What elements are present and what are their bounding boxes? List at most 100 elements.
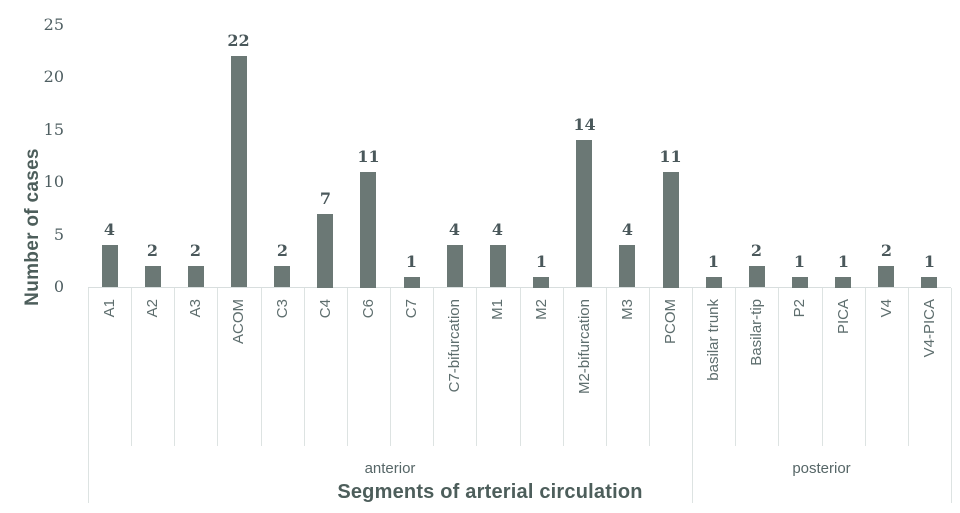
- group-separator: [951, 446, 952, 503]
- bar-value-label: 1: [535, 252, 548, 271]
- group-label-anterior: anterior: [364, 460, 416, 477]
- bar-value-label: 1: [837, 252, 850, 271]
- category-label: ACOM: [217, 287, 260, 446]
- category-label-text: V4-PICA: [921, 299, 938, 358]
- category-label-text: M1: [489, 299, 506, 320]
- bar: [231, 56, 247, 287]
- category-separator: [649, 288, 650, 446]
- category-separator: [778, 288, 779, 446]
- bar-value-label: 2: [276, 241, 289, 260]
- bar-value-label: 14: [573, 115, 596, 134]
- category-separator: [88, 288, 89, 446]
- category-label-text: C6: [360, 299, 377, 319]
- category-separator: [735, 288, 736, 446]
- category-separator: [217, 288, 218, 446]
- bar-value-label: 2: [189, 241, 202, 260]
- bar: [490, 245, 506, 287]
- category-separator: [261, 288, 262, 446]
- bar: [706, 277, 722, 288]
- bar: [102, 245, 118, 287]
- category-label-text: ACOM: [230, 299, 247, 344]
- category-separator: [908, 288, 909, 446]
- category-label-text: C7-bifurcation: [446, 299, 463, 393]
- category-label: C7-bifurcation: [433, 287, 476, 446]
- bar: [663, 172, 679, 288]
- category-label-text: V4: [878, 299, 895, 318]
- category-separator: [433, 288, 434, 446]
- category-label: V4-PICA: [908, 287, 951, 446]
- category-label-text: C7: [403, 299, 420, 319]
- bar: [576, 140, 592, 287]
- x-axis-title: Segments of arterial circulation: [337, 481, 643, 503]
- y-tick-label: 5: [53, 224, 64, 244]
- bar: [533, 277, 549, 288]
- bar: [792, 277, 808, 288]
- bar: [317, 214, 333, 288]
- bar-value-label: 2: [750, 241, 763, 260]
- category-label: C4: [304, 287, 347, 446]
- bar: [360, 172, 376, 288]
- category-separator: [692, 288, 693, 446]
- category-label-text: C4: [317, 299, 334, 319]
- category-separator: [304, 288, 305, 446]
- category-separator: [347, 288, 348, 446]
- bar: [447, 245, 463, 287]
- category-label: A1: [88, 287, 131, 446]
- bar-value-label: 1: [923, 252, 936, 271]
- bar: [188, 266, 204, 287]
- category-separator: [606, 288, 607, 446]
- bar-value-label: 11: [357, 147, 380, 166]
- category-separator: [563, 288, 564, 446]
- category-separator: [951, 288, 952, 446]
- category-label: basilar trunk: [692, 287, 735, 446]
- category-label-text: A3: [187, 299, 204, 318]
- category-label-text: A2: [144, 299, 161, 318]
- category-label: A3: [174, 287, 217, 446]
- group-separator: [88, 446, 89, 503]
- category-label-text: C3: [274, 299, 291, 319]
- bar: [145, 266, 161, 287]
- bar: [749, 266, 765, 287]
- y-tick-label: 25: [43, 14, 64, 34]
- bar-value-label: 22: [227, 31, 250, 50]
- category-separator: [174, 288, 175, 446]
- bar: [835, 277, 851, 288]
- category-separator: [390, 288, 391, 446]
- bar-value-label: 1: [405, 252, 418, 271]
- category-separator: [131, 288, 132, 446]
- bar-value-label: 4: [621, 220, 634, 239]
- group-label-posterior: posterior: [792, 460, 851, 477]
- category-label: C7: [390, 287, 433, 446]
- category-label-text: Basilar-tip: [748, 299, 765, 366]
- category-label: M1: [476, 287, 519, 446]
- bar-value-label: 2: [146, 241, 159, 260]
- bar-value-label: 1: [707, 252, 720, 271]
- category-separator: [476, 288, 477, 446]
- category-label-text: M2-bifurcation: [576, 299, 593, 395]
- category-separator: [520, 288, 521, 446]
- bar: [619, 245, 635, 287]
- bar-value-label: 11: [659, 147, 682, 166]
- category-label: PICA: [822, 287, 865, 446]
- category-label-text: PICA: [835, 299, 852, 335]
- bar-value-label: 2: [880, 241, 893, 260]
- category-label: V4: [865, 287, 908, 446]
- y-tick-label: 20: [43, 67, 64, 86]
- category-label-text: P2: [791, 299, 808, 318]
- bar-value-label: 1: [793, 252, 806, 271]
- category-label: P2: [778, 287, 821, 446]
- category-label: PCOM: [649, 287, 692, 446]
- y-tick-label: 15: [43, 119, 64, 139]
- bar: [274, 266, 290, 287]
- category-label: C6: [347, 287, 390, 446]
- y-tick-label: 10: [43, 172, 64, 191]
- category-label-text: M2: [533, 299, 550, 320]
- category-label: Basilar-tip: [735, 287, 778, 446]
- group-separator: [692, 446, 693, 503]
- bar: [404, 277, 420, 288]
- bar: [921, 277, 937, 288]
- category-label-text: M3: [619, 299, 636, 320]
- bar-value-label: 7: [319, 189, 332, 208]
- bar: [878, 266, 894, 287]
